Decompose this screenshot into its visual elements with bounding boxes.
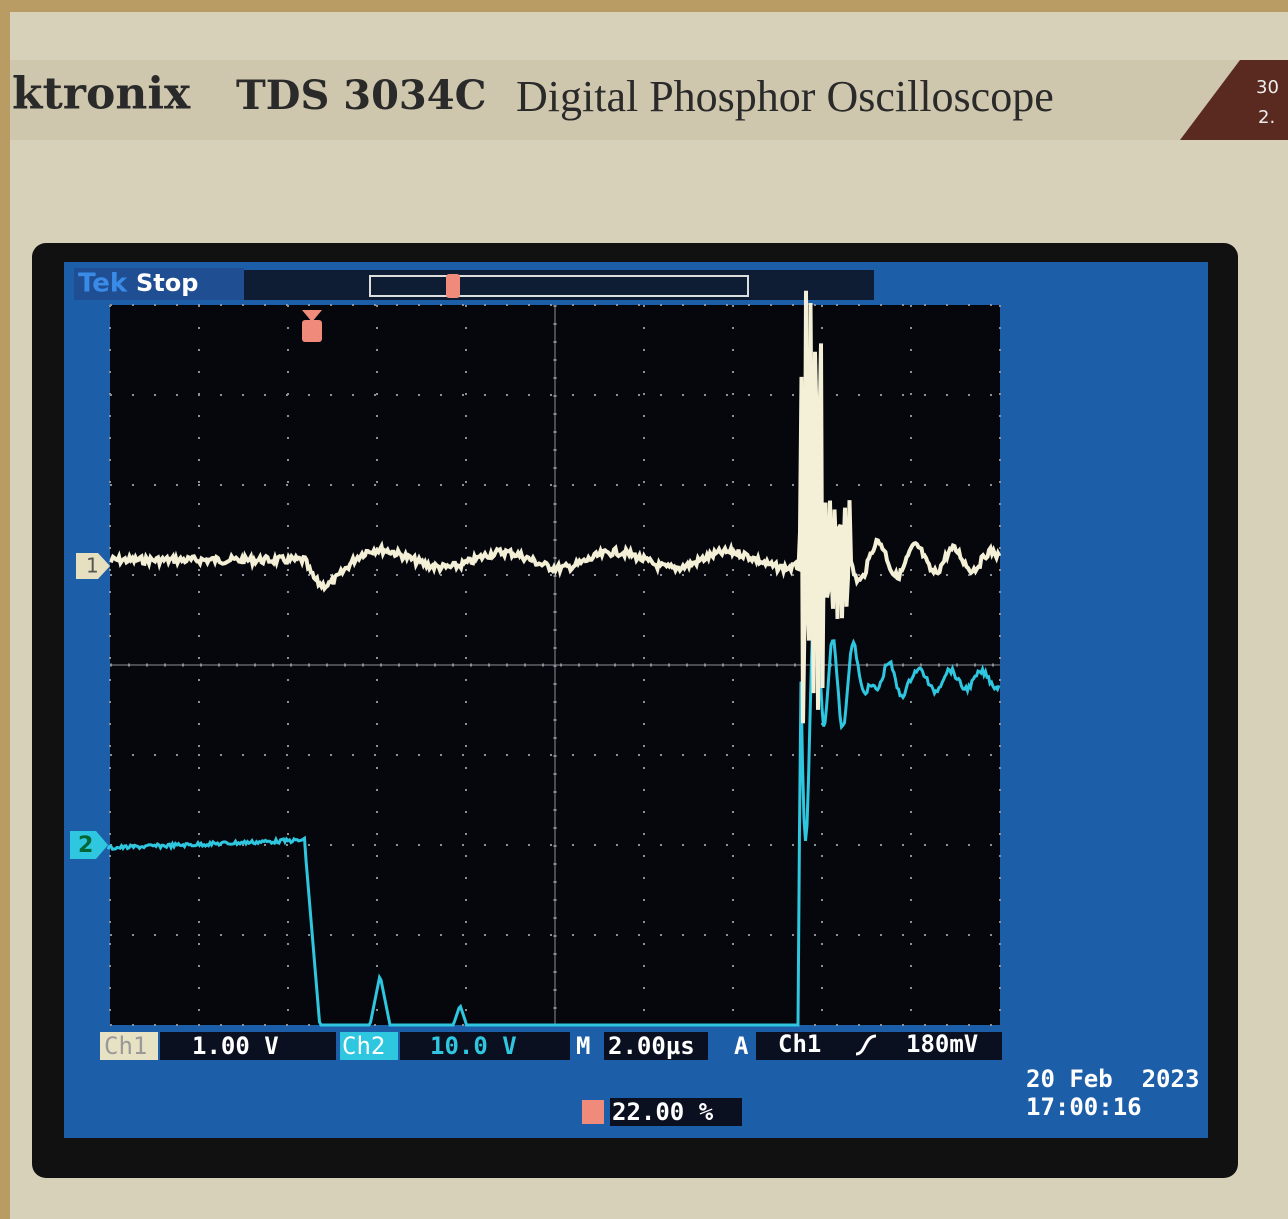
- trigger-icon: [582, 1100, 604, 1124]
- status-bar: [74, 268, 244, 300]
- ch2-marker-bg: [70, 831, 108, 859]
- ch2-marker: 2: [78, 833, 93, 858]
- ch2-scale: 10.0 V: [430, 1032, 517, 1060]
- status: Stop: [136, 269, 198, 297]
- ch1-trace: [109, 290, 1002, 724]
- header-strip: [10, 60, 1288, 140]
- grid: [109, 304, 1001, 1026]
- trigger-marker: [302, 310, 322, 322]
- time-label: M: [576, 1032, 590, 1060]
- time-scale: 2.00µs: [608, 1032, 695, 1060]
- ch2-label-bg: [340, 1032, 398, 1060]
- trigger-marker: [446, 274, 460, 298]
- trigger-label: A: [734, 1032, 749, 1060]
- trigger-level: 180mV: [906, 1030, 978, 1058]
- record-window: [369, 275, 749, 297]
- date: 20 Feb 2023: [1026, 1065, 1199, 1093]
- ch1-scale: 1.00 V: [192, 1032, 279, 1060]
- description: Digital Phosphor Oscilloscope: [516, 72, 1054, 121]
- trigger-marker: [302, 320, 322, 342]
- readout-bg: [604, 1032, 708, 1060]
- trigger-slope: [855, 1034, 877, 1056]
- ch1-label: Ch1: [104, 1032, 147, 1060]
- trigger-source: Ch1: [778, 1030, 821, 1058]
- ch1-marker-bg: [76, 553, 110, 579]
- corner-text: 30: [1256, 77, 1279, 98]
- readout-bg: [756, 1032, 1002, 1060]
- readout-bg: [610, 1098, 742, 1126]
- readout-bg: [400, 1032, 570, 1060]
- ch2-label: Ch2: [342, 1032, 385, 1060]
- ch1-marker: 1: [86, 554, 99, 578]
- ch1-label-bg: [100, 1032, 158, 1060]
- ch2-trace: [106, 585, 1001, 1027]
- trigger-position: 22.00 %: [612, 1098, 714, 1126]
- readout-bg: [160, 1032, 336, 1060]
- clock: 17:00:16: [1026, 1093, 1142, 1121]
- tek-logo: Tek: [78, 269, 128, 299]
- corner-text: 2.: [1258, 107, 1275, 128]
- model: TDS 3034C: [236, 72, 486, 119]
- brand: ktronix: [12, 69, 191, 120]
- header-accent: [1180, 60, 1288, 140]
